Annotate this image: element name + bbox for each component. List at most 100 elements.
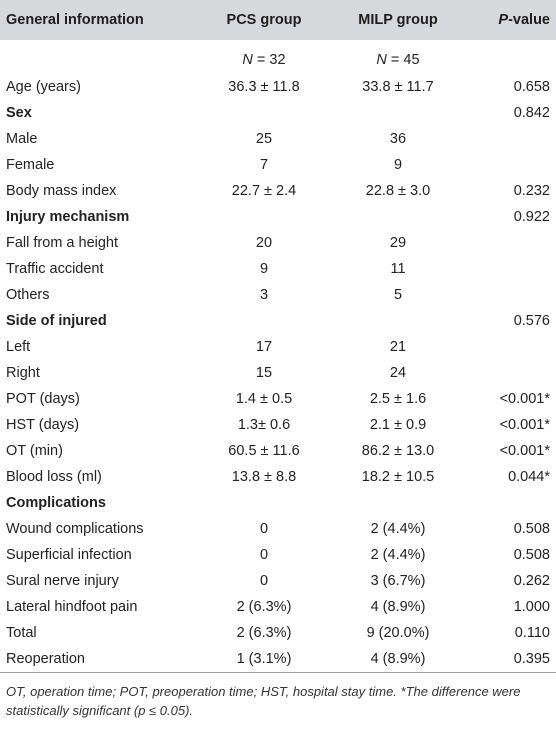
- milp-value: 9 (20.0%): [366, 625, 430, 641]
- table-bottom-rule: [0, 672, 556, 673]
- table-row: Wound complications 0 2 (4.4%) 0.508: [0, 516, 556, 542]
- milp-value: 18.2 ± 10.5: [361, 469, 435, 485]
- milp-value: 36: [389, 131, 407, 147]
- p-value: 0.658: [513, 79, 550, 95]
- row-label: Injury mechanism: [6, 209, 130, 225]
- pcs-value: 2 (6.3%): [236, 625, 292, 641]
- row-label: Left: [6, 339, 31, 355]
- p-value: 1.000: [513, 599, 550, 615]
- pcs-value: 20: [255, 235, 273, 251]
- pcs-value: 0: [259, 521, 269, 537]
- p-value: 0.842: [513, 105, 550, 121]
- milp-value: 86.2 ± 13.0: [361, 443, 435, 459]
- pcs-sample-size: N = 32: [208, 52, 320, 68]
- row-label: Sex: [6, 105, 32, 121]
- row-label: OT (min): [6, 443, 63, 459]
- table-row: Age (years) 36.3 ± 11.8 33.8 ± 11.7 0.658: [0, 74, 556, 100]
- row-label: Sural nerve injury: [6, 573, 119, 589]
- p-value: 0.922: [513, 209, 550, 225]
- row-label: Superficial infection: [6, 547, 132, 563]
- table-row: Reoperation 1 (3.1%) 4 (8.9%) 0.395: [0, 646, 556, 672]
- header-pcs-group: PCS group: [226, 12, 302, 28]
- table-row: Others 3 5: [0, 282, 556, 308]
- pcs-value: 2 (6.3%): [236, 599, 292, 615]
- pcs-value: 13.8 ± 8.8: [231, 469, 297, 485]
- header-milp-group: MILP group: [358, 12, 438, 28]
- header-p-italic: P: [498, 12, 509, 28]
- table-footnote: OT, operation time; POT, preoperation ti…: [6, 684, 521, 718]
- milp-value: 29: [389, 235, 407, 251]
- milp-n-symbol: N: [376, 52, 387, 68]
- sample-size-row: N = 32 N = 45: [0, 40, 556, 74]
- p-value: 0.576: [513, 313, 550, 329]
- p-value: 0.508: [513, 547, 550, 563]
- pcs-value: 0: [259, 547, 269, 563]
- row-label: Fall from a height: [6, 235, 119, 251]
- p-value: <0.001*: [499, 443, 550, 459]
- milp-value: 4 (8.9%): [370, 599, 426, 615]
- pcs-value: 1 (3.1%): [236, 651, 292, 667]
- row-label: Right: [6, 365, 40, 381]
- row-label: Female: [6, 157, 55, 173]
- p-value: 0.262: [513, 573, 550, 589]
- p-value: 0.044*: [508, 469, 550, 485]
- p-value: 0.232: [513, 183, 550, 199]
- pcs-value: 1.3± 0.6: [237, 417, 291, 433]
- section-header-row: Sex 0.842: [0, 100, 556, 126]
- table-row: Male 25 36: [0, 126, 556, 152]
- milp-value: 24: [389, 365, 407, 381]
- milp-value: 4 (8.9%): [370, 651, 426, 667]
- p-value: 0.508: [513, 521, 550, 537]
- row-label: Traffic accident: [6, 261, 104, 277]
- pcs-value: 0: [259, 573, 269, 589]
- row-label: Blood loss (ml): [6, 469, 102, 485]
- milp-value: 5: [393, 287, 403, 303]
- table-row: Left 17 21: [0, 334, 556, 360]
- section-header-row: Side of injured 0.576: [0, 308, 556, 334]
- header-general-information: General information: [6, 12, 144, 28]
- table-row: Sural nerve injury 0 3 (6.7%) 0.262: [0, 568, 556, 594]
- row-label: Complications: [6, 495, 106, 511]
- pcs-value: 3: [259, 287, 269, 303]
- p-value: 0.110: [514, 625, 550, 641]
- row-label: HST (days): [6, 417, 80, 433]
- milp-sample-size: N = 45: [320, 52, 468, 68]
- table-row: OT (min) 60.5 ± 11.6 86.2 ± 13.0 <0.001*: [0, 438, 556, 464]
- table-row: Right 15 24: [0, 360, 556, 386]
- table-row: Lateral hindfoot pain 2 (6.3%) 4 (8.9%) 1.0…: [0, 594, 556, 620]
- milp-n-value: = 45: [386, 52, 420, 68]
- header-p-rest: -value: [508, 12, 550, 28]
- pcs-value: 36.3 ± 11.8: [228, 79, 300, 95]
- pcs-value: 25: [255, 131, 273, 147]
- table-row: Blood loss (ml) 13.8 ± 8.8 18.2 ± 10.5 0.04…: [0, 464, 556, 490]
- milp-value: 22.8 ± 3.0: [365, 183, 431, 199]
- table-row: Body mass index 22.7 ± 2.4 22.8 ± 3.0 0.232: [0, 178, 556, 204]
- section-header-row: Complications: [0, 490, 556, 516]
- row-label: Others: [6, 287, 50, 303]
- pcs-value: 60.5 ± 11.6: [228, 443, 300, 459]
- milp-value: 9: [393, 157, 403, 173]
- milp-value: 2.1 ± 0.9: [369, 417, 427, 433]
- table-row: HST (days) 1.3± 0.6 2.1 ± 0.9 <0.001*: [0, 412, 556, 438]
- pcs-value: 1.4 ± 0.5: [235, 391, 293, 407]
- table-row: Superficial infection 0 2 (4.4%) 0.508: [0, 542, 556, 568]
- header-p-value: P-value: [468, 12, 556, 28]
- row-label: Total: [6, 625, 37, 641]
- pcs-value: 22.7 ± 2.4: [231, 183, 297, 199]
- table-row: Fall from a height 20 29: [0, 230, 556, 256]
- milp-value: 21: [389, 339, 407, 355]
- p-value: <0.001*: [499, 391, 550, 407]
- milp-value: 11: [390, 261, 406, 277]
- row-label: Body mass index: [6, 183, 117, 199]
- row-label: Reoperation: [6, 651, 85, 667]
- row-label: Male: [6, 131, 38, 147]
- pcs-n-symbol: N: [242, 52, 253, 68]
- data-table: General information PCS group MILP group…: [0, 0, 556, 718]
- table-row: Traffic accident 9 11: [0, 256, 556, 282]
- row-label: Side of injured: [6, 313, 107, 329]
- table-body: Age (years) 36.3 ± 11.8 33.8 ± 11.7 0.658 Se…: [0, 74, 556, 672]
- pcs-value: 9: [259, 261, 269, 277]
- milp-value: 3 (6.7%): [370, 573, 426, 589]
- table-header-row: General information PCS group MILP group…: [0, 0, 556, 40]
- pcs-value: 17: [255, 339, 273, 355]
